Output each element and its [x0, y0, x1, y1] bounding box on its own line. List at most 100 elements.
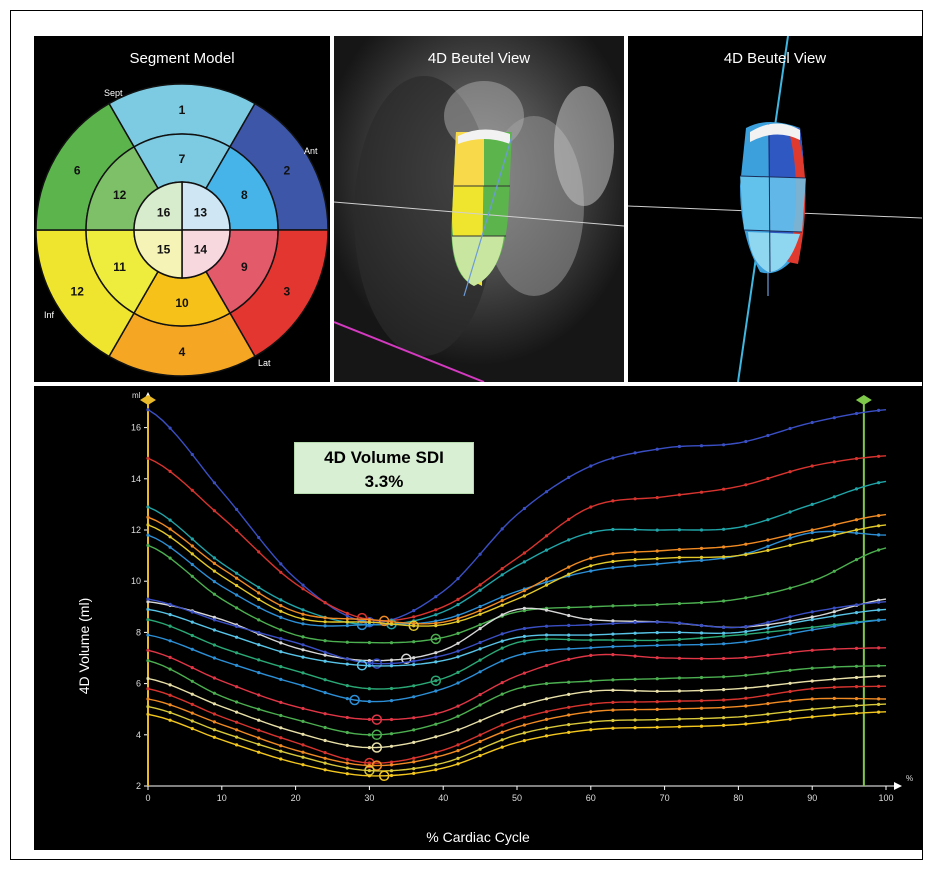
series-point: [456, 603, 460, 607]
series-point: [190, 452, 194, 457]
series-point: [766, 720, 770, 724]
series-point: [235, 735, 239, 739]
series-point: [456, 617, 460, 621]
series-point: [168, 527, 172, 531]
series-point: [589, 618, 593, 622]
series-point: [832, 696, 836, 700]
series-point: [810, 464, 814, 468]
series-point: [367, 733, 371, 737]
series-point: [168, 556, 172, 560]
series-point: [212, 615, 216, 619]
series-point: [212, 481, 216, 485]
sdi-annotation: 4D Volume SDI 3.3%: [294, 442, 474, 494]
series-point: [146, 618, 150, 622]
series-point: [190, 537, 194, 541]
y-tick-label: 16: [131, 423, 141, 433]
series-point: [877, 702, 881, 706]
series-point: [279, 736, 283, 740]
series-point: [279, 713, 283, 718]
series-point: [788, 510, 792, 514]
series-point: [832, 569, 836, 573]
series-point: [699, 688, 704, 693]
series-point: [367, 746, 371, 750]
series-point: [699, 558, 704, 562]
series-point: [832, 533, 836, 537]
series-point: [832, 606, 836, 610]
series-point: [257, 591, 261, 595]
series-point: [877, 618, 881, 622]
series-point: [766, 538, 770, 542]
series-point: [257, 750, 261, 754]
series-point: [367, 699, 371, 704]
series-point: [456, 670, 460, 674]
series-point: [500, 595, 504, 599]
series-point: [500, 573, 504, 577]
series-point: [212, 702, 216, 706]
min-volume-marker: [364, 757, 375, 769]
series-point: [877, 514, 881, 518]
series-point: [478, 640, 482, 645]
series-point: [567, 647, 571, 651]
series-point: [877, 548, 881, 552]
series-point: [367, 774, 371, 778]
series-point: [146, 408, 150, 412]
series-point: [877, 646, 881, 650]
series-point: [522, 639, 526, 643]
series-point: [611, 566, 615, 570]
series-point: [235, 624, 239, 628]
series-point: [168, 703, 172, 707]
series-point: [301, 648, 305, 652]
series-point: [633, 677, 637, 681]
series-point: [323, 725, 327, 730]
series-point: [190, 633, 194, 638]
series-point: [478, 623, 482, 627]
series-point: [677, 444, 682, 449]
series-point: [544, 726, 549, 730]
series-point: [699, 636, 704, 640]
series-point: [257, 693, 261, 697]
series-point: [168, 426, 172, 430]
series-point: [611, 499, 615, 503]
series-point: [146, 687, 150, 691]
series-point: [788, 632, 792, 636]
series-point: [323, 659, 327, 663]
series-point: [456, 577, 460, 581]
series-point: [146, 712, 150, 716]
series-point: [257, 728, 261, 732]
segment-label: 16: [157, 206, 171, 220]
series-point: [544, 608, 549, 612]
series-point: [478, 588, 482, 592]
series-point: [434, 655, 438, 659]
series-point: [434, 689, 438, 693]
series-point: [345, 617, 349, 621]
series-point: [788, 650, 792, 655]
series-point: [212, 592, 216, 596]
series-point: [323, 691, 327, 695]
series-point: [168, 710, 172, 715]
series-point: [699, 631, 704, 635]
series-point: [788, 615, 792, 619]
series-point: [877, 608, 881, 612]
series-point: [412, 656, 416, 660]
y-unit-label: ml: [132, 391, 141, 400]
series-point: [190, 702, 194, 706]
series-point: [235, 635, 239, 639]
series-point: [877, 408, 881, 412]
series-point: [345, 611, 349, 615]
series-point: [257, 605, 261, 609]
series-point: [633, 700, 637, 704]
series-point: [345, 640, 349, 644]
series-point: [722, 698, 726, 702]
series-point: [788, 689, 792, 694]
series-point: [810, 420, 814, 425]
series-point: [655, 689, 659, 693]
series-point: [323, 624, 327, 628]
series-point: [589, 505, 593, 509]
series-point: [190, 711, 194, 715]
series-point: [212, 728, 216, 732]
series-point: [744, 714, 748, 718]
series-point: [345, 772, 349, 776]
series-point: [412, 695, 416, 699]
series-point: [212, 735, 216, 739]
series-point: [389, 699, 394, 703]
